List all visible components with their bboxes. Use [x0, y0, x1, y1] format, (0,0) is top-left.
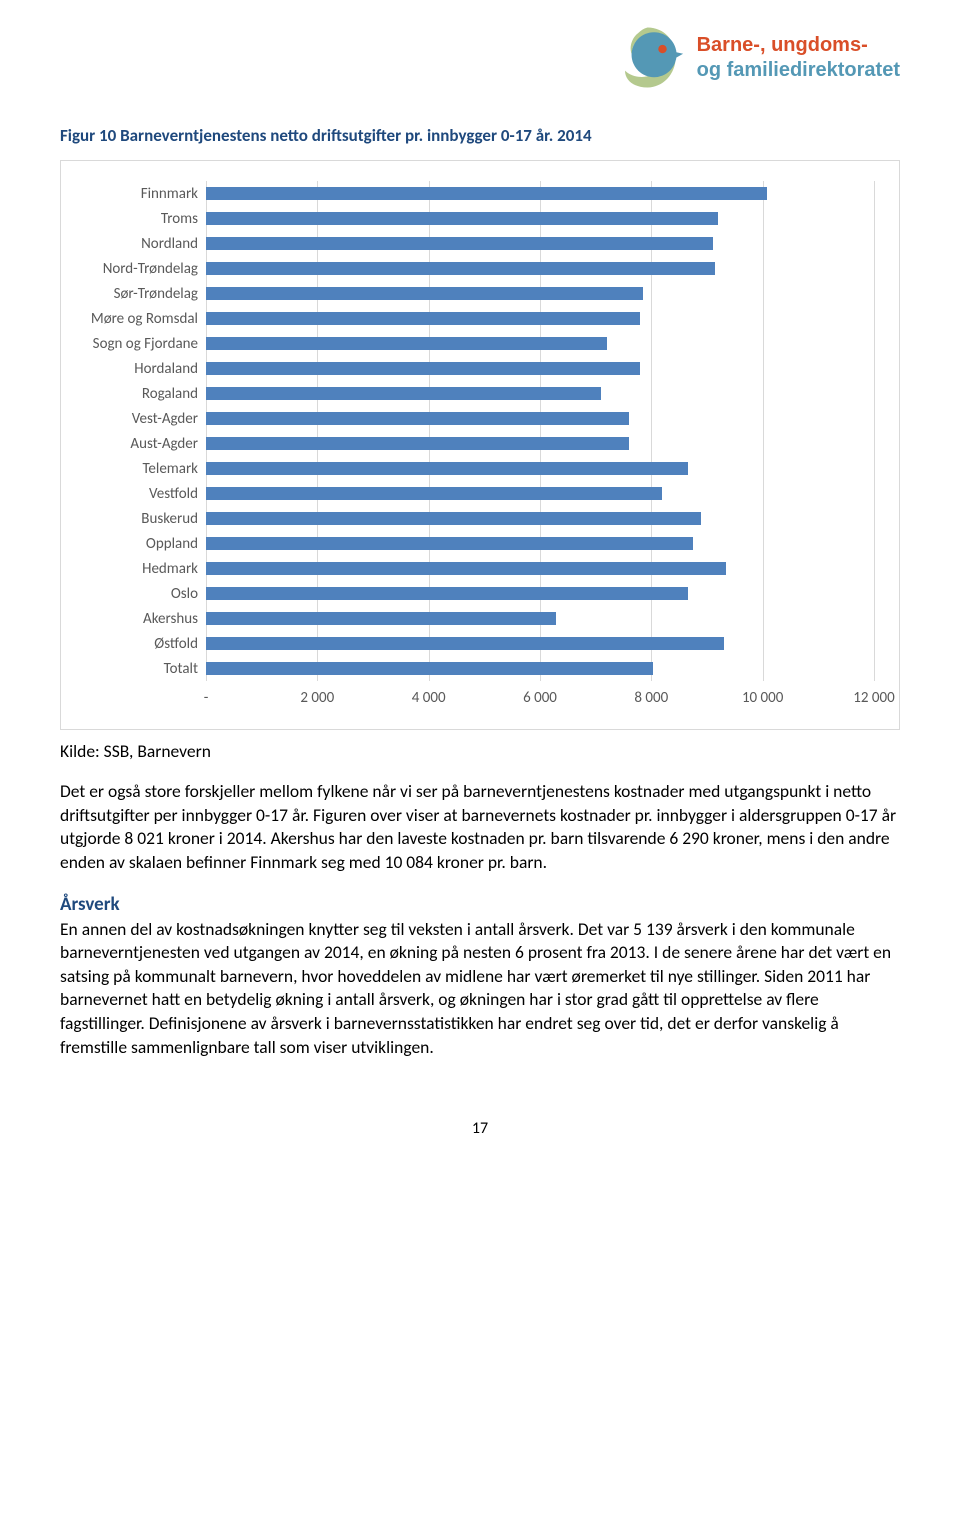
bar-row: Troms	[71, 206, 874, 231]
bar-fill	[206, 637, 724, 650]
bar-label: Hordaland	[71, 360, 206, 378]
bar-fill	[206, 312, 640, 325]
bar-row: Buskerud	[71, 506, 874, 531]
bar-row: Telemark	[71, 456, 874, 481]
bar-fill	[206, 337, 607, 350]
bar-fill	[206, 437, 629, 450]
bar-fill	[206, 487, 662, 500]
header-logo: Barne-, ungdoms- og familiedirektoratet	[60, 20, 900, 95]
subheading-aarsverk: Årsverk	[60, 893, 900, 916]
bar-fill	[206, 262, 715, 275]
logo-line-1: Barne-, ungdoms-	[697, 33, 900, 58]
bar-row: Hedmark	[71, 556, 874, 581]
bar-label: Finnmark	[71, 185, 206, 203]
x-axis: -2 0004 0006 0008 00010 00012 000	[71, 689, 874, 709]
bar-label: Buskerud	[71, 510, 206, 528]
bar-chart: Finnmark Troms Nordland Nord-Trøndelag Sør-T…	[71, 181, 874, 709]
logo-text: Barne-, ungdoms- og familiedirektoratet	[697, 33, 900, 83]
logo-line-2: og familiedirektoratet	[697, 58, 900, 83]
bar-row: Østfold	[71, 631, 874, 656]
bar-label: Møre og Romsdal	[71, 310, 206, 328]
bar-label: Vest-Agder	[71, 410, 206, 428]
bar-label: Hedmark	[71, 560, 206, 578]
bar-row: Vest-Agder	[71, 406, 874, 431]
logo-icon	[610, 20, 685, 95]
page-number: 17	[60, 1119, 900, 1138]
bar-fill	[206, 512, 701, 525]
bar-label: Troms	[71, 210, 206, 228]
bar-fill	[206, 612, 556, 625]
bar-row: Møre og Romsdal	[71, 306, 874, 331]
x-tick-label: 12 000	[853, 689, 894, 707]
bar-fill	[206, 412, 629, 425]
paragraph-1: Det er også store forskjeller mellom fyl…	[60, 780, 900, 875]
bar-row: Akershus	[71, 606, 874, 631]
x-tick-label: 6 000	[523, 689, 557, 707]
paragraph-2: En annen del av kostnadsøkningen knytter…	[60, 918, 900, 1060]
bar-fill	[206, 587, 688, 600]
bar-label: Telemark	[71, 460, 206, 478]
bar-row: Sør-Trøndelag	[71, 281, 874, 306]
bar-label: Aust-Agder	[71, 435, 206, 453]
x-tick-label: 8 000	[634, 689, 668, 707]
x-tick-label: 4 000	[412, 689, 446, 707]
bar-row: Totalt	[71, 656, 874, 681]
bar-label: Oppland	[71, 535, 206, 553]
bar-label: Østfold	[71, 635, 206, 653]
bar-fill	[206, 562, 726, 575]
bar-fill	[206, 287, 643, 300]
bar-row: Aust-Agder	[71, 431, 874, 456]
x-tick-label: 10 000	[742, 689, 783, 707]
bar-label: Akershus	[71, 610, 206, 628]
x-tick-label: 2 000	[300, 689, 334, 707]
bar-label: Nord-Trøndelag	[71, 260, 206, 278]
bar-fill	[206, 187, 767, 200]
bar-row: Rogaland	[71, 381, 874, 406]
chart-container: Finnmark Troms Nordland Nord-Trøndelag Sør-T…	[60, 160, 900, 730]
bar-row: Nord-Trøndelag	[71, 256, 874, 281]
bar-row: Finnmark	[71, 181, 874, 206]
bar-fill	[206, 462, 688, 475]
bar-fill	[206, 387, 601, 400]
bar-label: Sogn og Fjordane	[71, 335, 206, 353]
bar-fill	[206, 212, 718, 225]
bar-label: Oslo	[71, 585, 206, 603]
bar-label: Rogaland	[71, 385, 206, 403]
bar-fill	[206, 662, 653, 675]
bar-fill	[206, 237, 713, 250]
bar-row: Vestfold	[71, 481, 874, 506]
bar-fill	[206, 537, 693, 550]
bar-label: Vestfold	[71, 485, 206, 503]
bar-label: Totalt	[71, 660, 206, 678]
chart-source: Kilde: SSB, Barnevern	[60, 740, 900, 762]
bar-row: Oppland	[71, 531, 874, 556]
bar-row: Nordland	[71, 231, 874, 256]
bar-row: Oslo	[71, 581, 874, 606]
bar-row: Sogn og Fjordane	[71, 331, 874, 356]
bar-label: Sør-Trøndelag	[71, 285, 206, 303]
x-tick-label: -	[204, 689, 209, 707]
bar-row: Hordaland	[71, 356, 874, 381]
bar-fill	[206, 362, 640, 375]
figure-title: Figur 10 Barneverntjenestens netto drift…	[60, 125, 900, 146]
bar-label: Nordland	[71, 235, 206, 253]
